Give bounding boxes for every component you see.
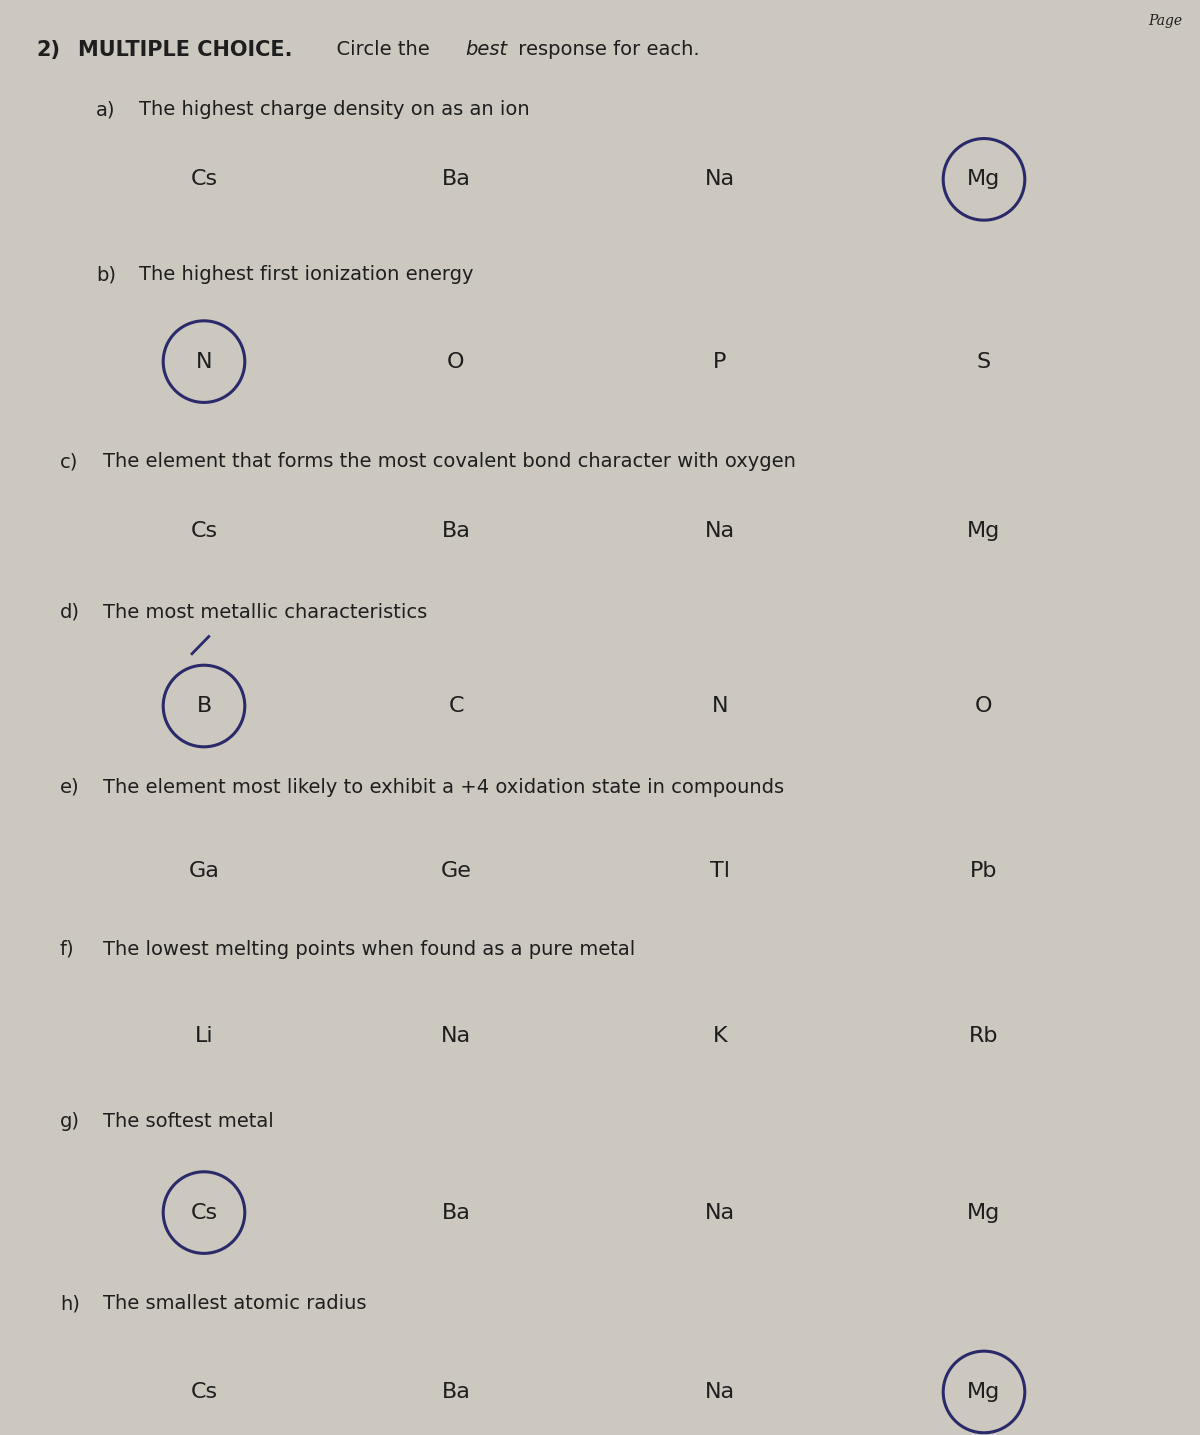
Text: N: N	[712, 696, 728, 716]
Text: Ba: Ba	[442, 1382, 470, 1402]
Text: The highest first ionization energy: The highest first ionization energy	[139, 265, 474, 284]
Text: Cs: Cs	[191, 169, 217, 189]
Text: S: S	[977, 352, 991, 372]
Text: Mg: Mg	[967, 1203, 1001, 1223]
Text: Ba: Ba	[442, 169, 470, 189]
Text: 2): 2)	[36, 40, 60, 60]
Text: a): a)	[96, 100, 115, 119]
Text: c): c)	[60, 452, 78, 471]
Text: Na: Na	[704, 521, 736, 541]
Text: Mg: Mg	[967, 521, 1001, 541]
Text: Cs: Cs	[191, 521, 217, 541]
Text: Mg: Mg	[967, 1382, 1001, 1402]
Text: The smallest atomic radius: The smallest atomic radius	[103, 1294, 367, 1313]
Text: Ga: Ga	[188, 861, 220, 881]
Text: MULTIPLE CHOICE.: MULTIPLE CHOICE.	[78, 40, 293, 60]
Text: e): e)	[60, 778, 79, 796]
Text: K: K	[713, 1026, 727, 1046]
Text: C: C	[449, 696, 463, 716]
Text: Circle the: Circle the	[324, 40, 436, 59]
Text: The highest charge density on as an ion: The highest charge density on as an ion	[139, 100, 530, 119]
Text: f): f)	[60, 940, 74, 959]
Text: The element that forms the most covalent bond character with oxygen: The element that forms the most covalent…	[103, 452, 796, 471]
Text: The lowest melting points when found as a pure metal: The lowest melting points when found as …	[103, 940, 636, 959]
Text: d): d)	[60, 603, 80, 621]
Text: Pb: Pb	[971, 861, 997, 881]
Text: The element most likely to exhibit a +4 oxidation state in compounds: The element most likely to exhibit a +4 …	[103, 778, 785, 796]
Text: Ba: Ba	[442, 521, 470, 541]
Text: Na: Na	[440, 1026, 472, 1046]
Text: B: B	[197, 696, 211, 716]
Text: h): h)	[60, 1294, 80, 1313]
Text: response for each.: response for each.	[512, 40, 700, 59]
Text: Rb: Rb	[970, 1026, 998, 1046]
Text: O: O	[976, 696, 992, 716]
Text: g): g)	[60, 1112, 80, 1131]
Text: Ba: Ba	[442, 1203, 470, 1223]
Text: Cs: Cs	[191, 1382, 217, 1402]
Text: b): b)	[96, 265, 116, 284]
Text: Li: Li	[194, 1026, 214, 1046]
Text: Ge: Ge	[440, 861, 472, 881]
Text: Na: Na	[704, 169, 736, 189]
Text: best: best	[466, 40, 508, 59]
Text: N: N	[196, 352, 212, 372]
Text: Mg: Mg	[967, 169, 1001, 189]
Text: Na: Na	[704, 1203, 736, 1223]
Text: O: O	[448, 352, 464, 372]
Text: Page: Page	[1148, 14, 1182, 29]
Text: The most metallic characteristics: The most metallic characteristics	[103, 603, 427, 621]
Text: Tl: Tl	[710, 861, 730, 881]
Text: Cs: Cs	[191, 1203, 217, 1223]
Text: Na: Na	[704, 1382, 736, 1402]
Text: P: P	[713, 352, 727, 372]
Text: The softest metal: The softest metal	[103, 1112, 274, 1131]
